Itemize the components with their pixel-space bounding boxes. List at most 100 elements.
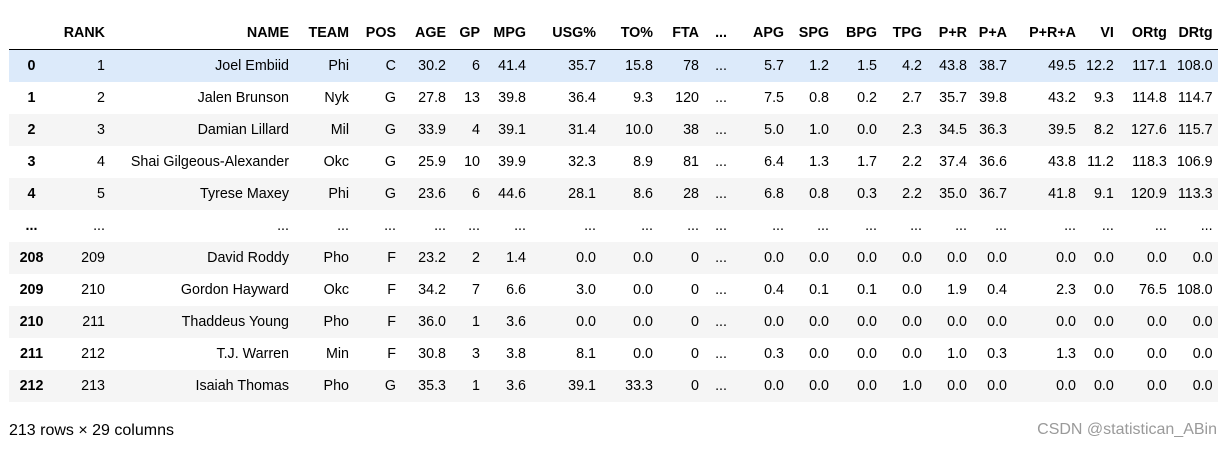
table-cell: Tyrese Maxey <box>200 186 289 202</box>
table-cell: 1.2 <box>809 58 829 74</box>
table-cell: Isaiah Thomas <box>195 378 289 394</box>
row-index-cell: ... <box>25 218 38 234</box>
table-cell: 28.1 <box>568 186 596 202</box>
table-row: 209 210 Gordon Hayward Okc F 34.2 7 6.6 3.0 0.0 0.… <box>9 274 1218 306</box>
table-cell: 0.3 <box>857 186 877 202</box>
table-cell: 0.0 <box>1146 378 1167 394</box>
column-header: TO% <box>601 17 658 50</box>
table-cell: 6.6 <box>506 282 526 298</box>
table-cell: Pho <box>323 250 349 266</box>
table-cell: 43.8 <box>1048 154 1076 170</box>
table-cell: 0.0 <box>902 314 922 330</box>
table-cell: Damian Lillard <box>197 122 289 138</box>
table-cell: 0.0 <box>1093 314 1114 330</box>
table-cell: 23.6 <box>418 186 446 202</box>
column-header: AGE <box>401 17 451 50</box>
table-cell: 113.3 <box>1177 186 1213 202</box>
table-cell: 78 <box>683 58 699 74</box>
table-cell: ... <box>715 250 727 266</box>
table-cell: ... <box>434 218 446 234</box>
table-cell: 8.1 <box>576 346 596 362</box>
row-index-cell: 212 <box>19 378 44 394</box>
table-cell: 5.0 <box>764 122 784 138</box>
table-cell: F <box>387 314 396 330</box>
table-cell: 39.8 <box>979 90 1007 106</box>
table-cell: Okc <box>323 154 349 170</box>
table-cell: 5.7 <box>764 58 784 74</box>
table-cell: 0.0 <box>633 346 653 362</box>
row-index-cell: 1 <box>27 90 36 106</box>
table-cell: ... <box>1154 218 1167 234</box>
table-cell: 1.3 <box>809 154 829 170</box>
table-cell: 0.0 <box>987 250 1007 266</box>
table-cell: 0.0 <box>1093 250 1114 266</box>
table-cell: ... <box>910 218 922 234</box>
table-cell: 106.9 <box>1176 154 1213 170</box>
table-row: 212 213 Isaiah Thomas Pho G 35.3 1 3.6 39.1 33.3 0… <box>9 370 1218 402</box>
table-cell: 0.0 <box>1146 346 1167 362</box>
table-cell: 27.8 <box>418 90 446 106</box>
table-cell: 38.7 <box>979 58 1007 74</box>
table-cell: 0.0 <box>857 378 877 394</box>
table-cell: 3.6 <box>506 314 526 330</box>
table-cell: F <box>387 346 396 362</box>
table-cell: 0.0 <box>1192 346 1213 362</box>
table-cell: 0.0 <box>857 346 877 362</box>
table-cell: 0.0 <box>1192 314 1213 330</box>
table-cell: 34.5 <box>939 122 967 138</box>
table-cell: 108.0 <box>1176 282 1213 298</box>
table-cell: G <box>384 122 396 138</box>
table-cell: 0.0 <box>1146 250 1167 266</box>
table-cell: 117.1 <box>1132 58 1167 74</box>
table-cell: 33.3 <box>625 378 653 394</box>
table-cell: ... <box>687 218 699 234</box>
table-cell: ... <box>715 314 727 330</box>
table-cell: 9.3 <box>1093 90 1114 106</box>
table-cell: 35.3 <box>418 378 446 394</box>
table-cell: 39.5 <box>1048 122 1076 138</box>
table-cell: 10 <box>464 154 480 170</box>
table-cell: 37.4 <box>939 154 967 170</box>
table-cell: 41.4 <box>498 58 526 74</box>
column-header: TPG <box>882 17 927 50</box>
table-cell: 4 <box>472 122 480 138</box>
table-cell: ... <box>93 218 105 234</box>
table-cell: 0.4 <box>764 282 784 298</box>
table-cell: Okc <box>323 282 349 298</box>
table-cell: ... <box>865 218 877 234</box>
table-cell: 0.0 <box>1093 378 1114 394</box>
column-header: ORtg <box>1118 17 1172 50</box>
table-cell: G <box>384 186 396 202</box>
table-cell: 36.3 <box>979 122 1007 138</box>
table-cell: ... <box>514 218 526 234</box>
table-cell: 34.2 <box>418 282 446 298</box>
table-cell: 2 <box>97 90 105 106</box>
table-row: 211 212 T.J. Warren Min F 30.8 3 3.8 8.1 0.0 0... 0… <box>9 338 1218 370</box>
table-cell: Phi <box>328 186 349 202</box>
table-cell: ... <box>955 218 967 234</box>
table-cell: 28 <box>683 186 699 202</box>
table-cell: G <box>384 90 396 106</box>
table-cell: 127.6 <box>1131 122 1167 138</box>
table-cell: Thaddeus Young <box>181 314 289 330</box>
table-cell: 39.8 <box>498 90 526 106</box>
table-cell: F <box>387 282 396 298</box>
table-cell: 0.0 <box>947 314 967 330</box>
row-index-cell: 0 <box>27 58 36 74</box>
table-cell: 212 <box>81 346 105 362</box>
table-cell: 15.8 <box>625 58 653 74</box>
column-header: FTA <box>658 17 704 50</box>
table-cell: 0.0 <box>857 314 877 330</box>
column-header: BPG <box>834 17 882 50</box>
table-cell: ... <box>715 122 727 138</box>
column-header: GP <box>451 17 485 50</box>
table-cell: 3.8 <box>506 346 526 362</box>
row-index-cell: 210 <box>19 314 44 330</box>
table-cell: 1.7 <box>857 154 877 170</box>
table-cell: 30.8 <box>418 346 446 362</box>
table-cell: 2.3 <box>902 122 922 138</box>
table-cell: 43.8 <box>939 58 967 74</box>
table-cell: 10.0 <box>625 122 653 138</box>
table-cell: 0.1 <box>809 282 829 298</box>
table-cell: 3.6 <box>506 378 526 394</box>
